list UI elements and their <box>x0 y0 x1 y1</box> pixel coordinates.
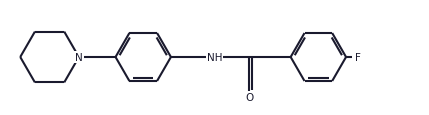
Text: O: O <box>245 92 253 102</box>
Text: N: N <box>75 53 83 62</box>
Text: F: F <box>355 53 361 62</box>
Text: NH: NH <box>207 53 222 62</box>
